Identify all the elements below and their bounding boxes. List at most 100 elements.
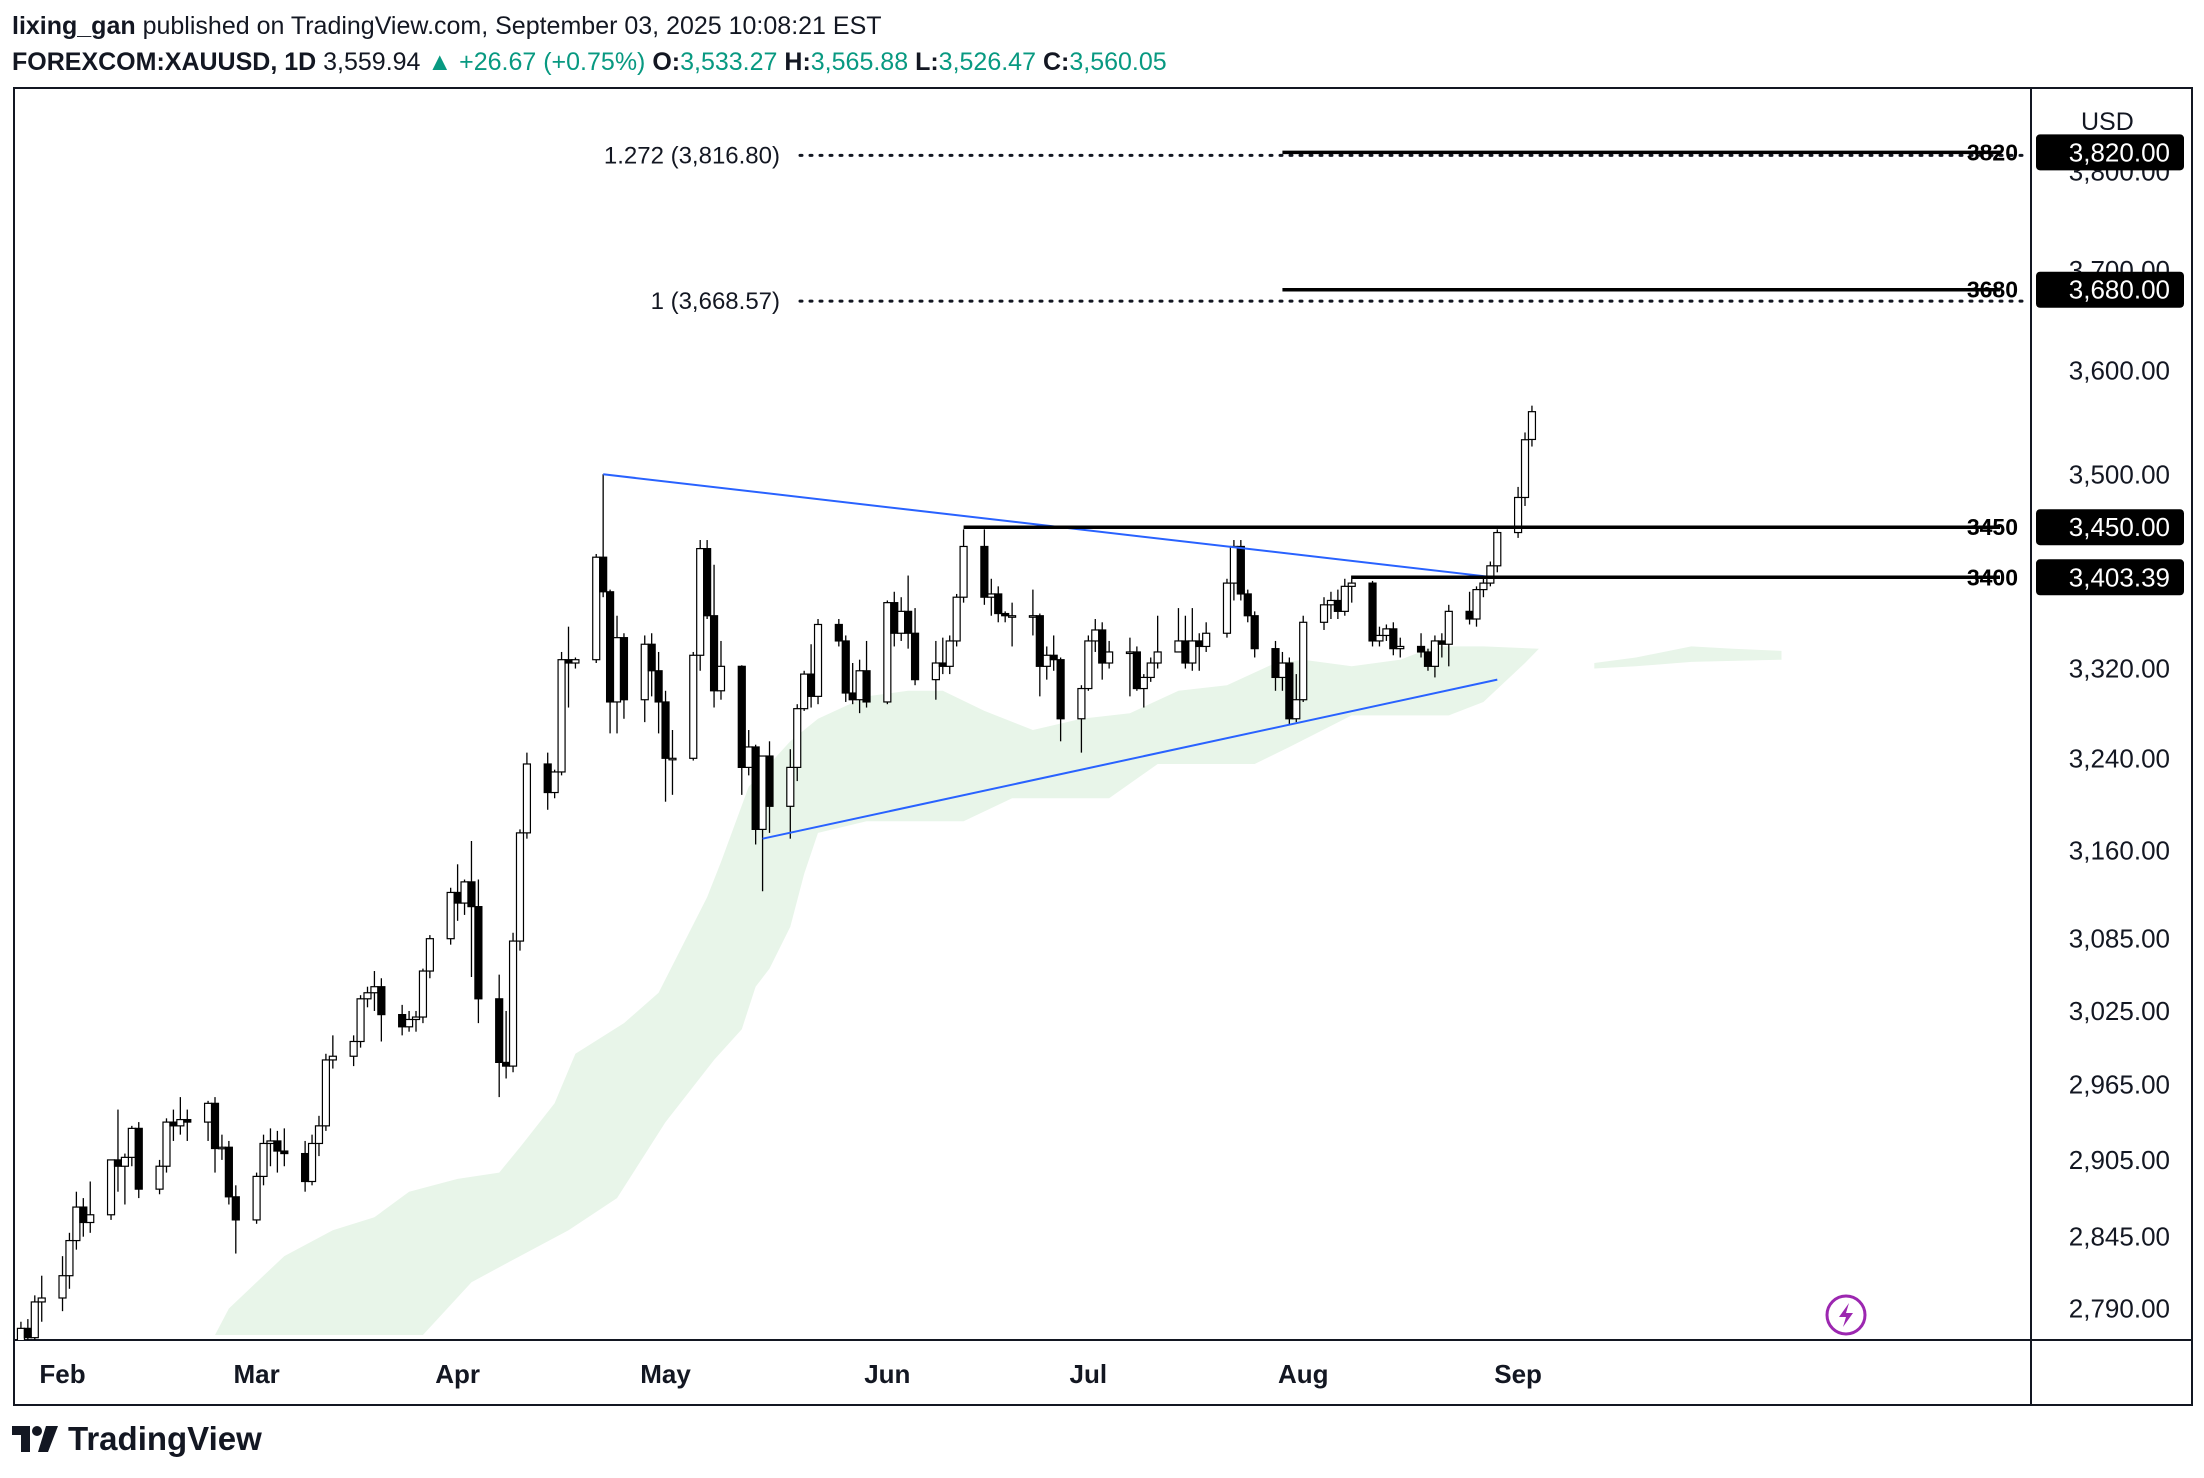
candle[interactable] bbox=[668, 730, 677, 795]
candle[interactable] bbox=[1472, 586, 1481, 627]
candle[interactable] bbox=[1285, 657, 1294, 725]
candle[interactable] bbox=[467, 840, 476, 978]
candle[interactable] bbox=[1340, 578, 1349, 616]
lightning-icon[interactable] bbox=[1825, 1294, 1867, 1336]
candle[interactable] bbox=[841, 635, 850, 702]
candle[interactable] bbox=[37, 1275, 46, 1322]
candle[interactable] bbox=[654, 651, 663, 734]
candle[interactable] bbox=[377, 978, 386, 1042]
candle[interactable] bbox=[72, 1191, 81, 1250]
candle[interactable] bbox=[1299, 615, 1308, 702]
candle[interactable] bbox=[834, 619, 843, 647]
candle[interactable] bbox=[709, 564, 719, 708]
candle[interactable] bbox=[1396, 637, 1405, 658]
candle[interactable] bbox=[328, 1035, 337, 1069]
candle[interactable] bbox=[1292, 674, 1301, 723]
candle[interactable] bbox=[1001, 611, 1010, 623]
candle[interactable] bbox=[252, 1172, 261, 1224]
candle[interactable] bbox=[1042, 646, 1051, 680]
candle[interactable] bbox=[1493, 529, 1502, 573]
candle[interactable] bbox=[231, 1185, 240, 1254]
candle[interactable] bbox=[65, 1232, 74, 1289]
time-axis[interactable]: Feb Mar Apr May Jun Jul Aug Sep bbox=[39, 1359, 1542, 1389]
candle[interactable] bbox=[703, 540, 712, 620]
candle[interactable] bbox=[210, 1097, 220, 1173]
candle[interactable] bbox=[1222, 578, 1232, 638]
candle[interactable] bbox=[1527, 405, 1537, 447]
candle[interactable] bbox=[800, 670, 809, 711]
candle[interactable] bbox=[550, 769, 559, 799]
candle[interactable] bbox=[557, 651, 566, 776]
candle[interactable] bbox=[404, 1010, 414, 1032]
candle[interactable] bbox=[1250, 611, 1259, 658]
candle[interactable] bbox=[1486, 561, 1495, 587]
candle[interactable] bbox=[349, 1035, 358, 1067]
candle[interactable] bbox=[474, 879, 483, 1024]
candle[interactable] bbox=[425, 935, 434, 979]
candle[interactable] bbox=[1153, 615, 1162, 669]
candle[interactable] bbox=[30, 1295, 39, 1345]
candle[interactable] bbox=[495, 974, 504, 1098]
candle[interactable] bbox=[155, 1159, 164, 1195]
candle[interactable] bbox=[1236, 540, 1245, 601]
candle[interactable] bbox=[321, 1053, 331, 1131]
candle[interactable] bbox=[183, 1109, 192, 1141]
candle[interactable] bbox=[86, 1181, 95, 1233]
candle[interactable] bbox=[1347, 575, 1356, 603]
candle[interactable] bbox=[307, 1134, 317, 1186]
candle[interactable] bbox=[1132, 646, 1141, 691]
candle[interactable] bbox=[224, 1140, 233, 1205]
candle[interactable] bbox=[994, 586, 1003, 623]
candle[interactable] bbox=[280, 1128, 289, 1167]
candle[interactable] bbox=[314, 1115, 324, 1157]
candle[interactable] bbox=[945, 635, 954, 675]
candle[interactable] bbox=[508, 932, 518, 1073]
currency-label[interactable]: USD bbox=[2081, 108, 2134, 136]
author-name[interactable]: lixing_gan bbox=[12, 12, 136, 40]
candle[interactable] bbox=[661, 690, 670, 802]
candle[interactable] bbox=[689, 651, 698, 761]
candle[interactable] bbox=[1479, 578, 1488, 598]
candle[interactable] bbox=[1319, 597, 1329, 630]
candle[interactable] bbox=[259, 1134, 268, 1186]
candle[interactable] bbox=[1243, 589, 1252, 623]
candle[interactable] bbox=[515, 829, 525, 951]
candle[interactable] bbox=[793, 704, 802, 782]
candle[interactable] bbox=[592, 553, 601, 664]
candle[interactable] bbox=[176, 1097, 185, 1135]
candle[interactable] bbox=[1084, 635, 1093, 691]
candle[interactable] bbox=[106, 1159, 116, 1220]
candle[interactable] bbox=[58, 1256, 67, 1312]
plot-area[interactable]: 1.272 (3,816.80) 1 (3,668.57) bbox=[16, 142, 2026, 1351]
candle[interactable] bbox=[765, 741, 774, 833]
candle[interactable] bbox=[959, 529, 968, 603]
candle[interactable] bbox=[411, 1010, 421, 1032]
symbol-label[interactable]: FOREXCOM:XAUUSD, 1D bbox=[12, 48, 317, 76]
candle[interactable] bbox=[1077, 685, 1086, 753]
candle[interactable] bbox=[599, 474, 608, 598]
candle[interactable] bbox=[522, 752, 532, 839]
candle[interactable] bbox=[1389, 622, 1398, 656]
candle[interactable] bbox=[120, 1153, 130, 1205]
trendline[interactable] bbox=[762, 678, 1498, 840]
candle[interactable] bbox=[883, 600, 892, 705]
candle[interactable] bbox=[1008, 602, 1017, 647]
candle[interactable] bbox=[931, 640, 940, 700]
candle[interactable] bbox=[786, 749, 795, 839]
candle[interactable] bbox=[1513, 486, 1523, 538]
candle[interactable] bbox=[1188, 608, 1197, 671]
candle[interactable] bbox=[910, 608, 920, 686]
candle[interactable] bbox=[1105, 640, 1114, 669]
candle[interactable] bbox=[571, 657, 580, 669]
candle[interactable] bbox=[363, 986, 372, 1008]
candle[interactable] bbox=[904, 575, 913, 649]
candle[interactable] bbox=[356, 995, 365, 1048]
candle[interactable] bbox=[1375, 626, 1384, 647]
candle[interactable] bbox=[418, 968, 428, 1024]
candle[interactable] bbox=[1202, 622, 1211, 652]
candle[interactable] bbox=[1098, 622, 1107, 680]
candle[interactable] bbox=[716, 640, 726, 700]
candle[interactable] bbox=[1056, 657, 1065, 742]
tradingview-brand[interactable]: TradingView bbox=[12, 1420, 262, 1458]
